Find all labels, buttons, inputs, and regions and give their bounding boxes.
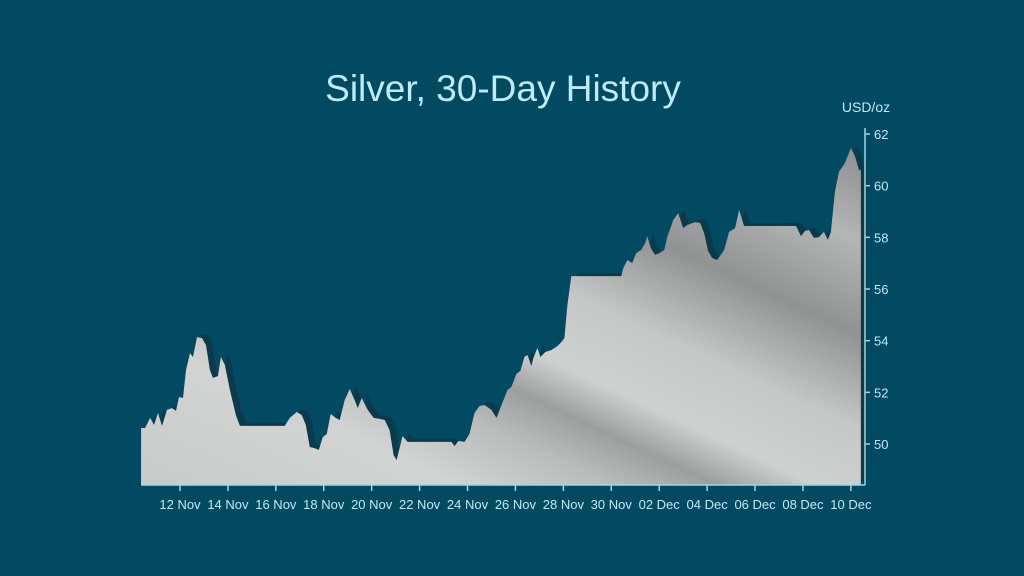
x-tick-label: 04 Dec: [687, 497, 729, 512]
x-tick-label: 08 Dec: [782, 497, 824, 512]
x-tick-label: 28 Nov: [543, 497, 585, 512]
x-tick-label: 06 Dec: [734, 497, 776, 512]
y-tick-label: 52: [874, 385, 888, 400]
chart-title: Silver, 30-Day History: [325, 68, 681, 109]
y-tick-label: 56: [874, 282, 888, 297]
y-tick-label: 54: [874, 334, 888, 349]
x-tick-label: 20 Nov: [351, 497, 393, 512]
y-tick-label: 58: [874, 230, 888, 245]
x-tick-label: 30 Nov: [591, 497, 633, 512]
y-axis-unit-label: USD/oz: [842, 99, 890, 115]
x-tick-label: 12 Nov: [159, 497, 201, 512]
price-area: [141, 148, 861, 485]
x-tick-label: 22 Nov: [399, 497, 441, 512]
x-tick-label: 14 Nov: [207, 497, 249, 512]
x-tick-label: 16 Nov: [255, 497, 297, 512]
x-tick-label: 18 Nov: [303, 497, 345, 512]
x-tick-label: 24 Nov: [447, 497, 489, 512]
x-tick-label: 26 Nov: [495, 497, 537, 512]
y-tick-label: 60: [874, 179, 888, 194]
x-tick-label: 10 Dec: [830, 497, 872, 512]
y-tick-label: 62: [874, 127, 888, 142]
x-tick-label: 02 Dec: [639, 497, 681, 512]
y-tick-label: 50: [874, 437, 888, 452]
